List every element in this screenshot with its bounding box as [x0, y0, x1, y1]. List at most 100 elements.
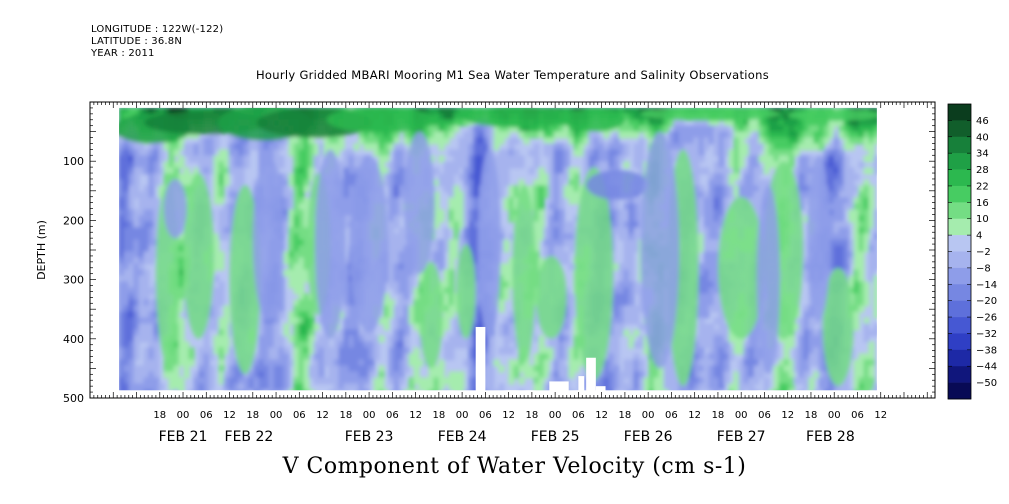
field-cell	[133, 161, 140, 169]
field-cell	[628, 227, 635, 235]
field-cell	[123, 317, 130, 325]
field-cell	[358, 137, 365, 145]
field-cell	[303, 353, 310, 361]
field-cell	[333, 353, 340, 361]
field-cell	[758, 125, 765, 133]
field-cell	[138, 251, 145, 259]
field-cell	[123, 311, 130, 319]
field-cell	[173, 389, 180, 391]
field-cell	[693, 383, 700, 391]
field-cell	[703, 227, 710, 235]
field-cell	[123, 341, 130, 349]
field-cell	[198, 383, 205, 391]
field-cell	[293, 263, 300, 271]
field-cell	[263, 371, 270, 379]
field-cell	[453, 299, 460, 307]
field-cell	[703, 221, 710, 229]
field-cell	[218, 155, 225, 163]
field-cell	[338, 329, 345, 337]
field-cell	[508, 155, 515, 163]
field-cell	[263, 341, 270, 349]
field-cell	[613, 107, 620, 115]
field-cell	[398, 287, 405, 295]
field-cell	[348, 161, 355, 169]
field-cell	[248, 143, 255, 151]
field-cell	[558, 215, 565, 223]
field-cell	[738, 341, 745, 349]
field-cell	[708, 209, 715, 217]
field-cell	[148, 179, 155, 187]
field-cell	[623, 245, 630, 253]
field-cell	[668, 143, 675, 151]
field-cell	[133, 293, 140, 301]
field-cell	[513, 185, 520, 193]
field-cell	[678, 383, 685, 391]
field-cell	[353, 155, 360, 163]
field-cell	[123, 365, 130, 373]
field-cell	[418, 125, 425, 133]
field-cell	[588, 137, 595, 145]
field-cell	[568, 239, 575, 247]
field-cell	[733, 119, 740, 127]
field-cell	[528, 149, 535, 157]
field-cell	[148, 173, 155, 181]
field-cell	[388, 389, 395, 391]
field-cell	[633, 107, 640, 115]
field-cell	[718, 197, 725, 205]
field-cell	[423, 389, 430, 391]
field-cell	[198, 137, 205, 145]
field-cell	[508, 203, 515, 211]
field-cell	[668, 359, 675, 367]
field-cell	[119, 113, 125, 121]
field-cell	[553, 167, 560, 175]
field-cell	[603, 389, 610, 391]
field-cell	[273, 359, 280, 367]
field-cell	[558, 371, 565, 379]
field-cell	[238, 389, 245, 391]
field-cell	[713, 257, 720, 265]
field-cell	[628, 239, 635, 247]
field-cell	[293, 341, 300, 349]
field-cell	[303, 389, 310, 391]
field-cell	[458, 191, 465, 199]
field-cell	[378, 167, 385, 175]
field-cell	[538, 335, 545, 343]
field-cell	[153, 383, 160, 391]
field-cell	[308, 137, 315, 145]
field-cell	[523, 137, 530, 145]
field-cell	[573, 179, 580, 187]
field-cell	[693, 143, 700, 151]
field-cell	[293, 185, 300, 193]
field-cell	[453, 161, 460, 169]
field-cell	[308, 143, 315, 151]
field-cell	[153, 365, 160, 373]
field-cell	[403, 263, 410, 271]
field-cell	[618, 281, 625, 289]
field-cell	[728, 173, 735, 181]
field-cell	[718, 353, 725, 361]
field-cell	[503, 149, 510, 157]
field-cell	[353, 359, 360, 367]
field-cell	[638, 113, 645, 121]
field-cell	[488, 125, 495, 133]
field-cell	[493, 155, 500, 163]
field-cell	[543, 143, 550, 151]
field-cell	[708, 119, 715, 127]
field-cell	[293, 251, 300, 259]
field-cell	[688, 389, 695, 391]
field-cell	[183, 167, 190, 175]
field-cell	[233, 371, 240, 379]
field-cell	[448, 371, 455, 379]
field-cell	[128, 335, 135, 343]
field-cell	[458, 383, 465, 391]
field-cell	[303, 173, 310, 181]
field-cell	[443, 185, 450, 193]
field-cell	[718, 305, 725, 313]
field-cell	[448, 107, 455, 115]
field-cell	[123, 323, 130, 331]
latitude-label: LATITUDE : 36.8N	[91, 36, 183, 47]
field-cell	[153, 203, 160, 211]
field-cell	[433, 371, 440, 379]
field-cell	[753, 377, 760, 385]
field-cell	[268, 149, 275, 157]
